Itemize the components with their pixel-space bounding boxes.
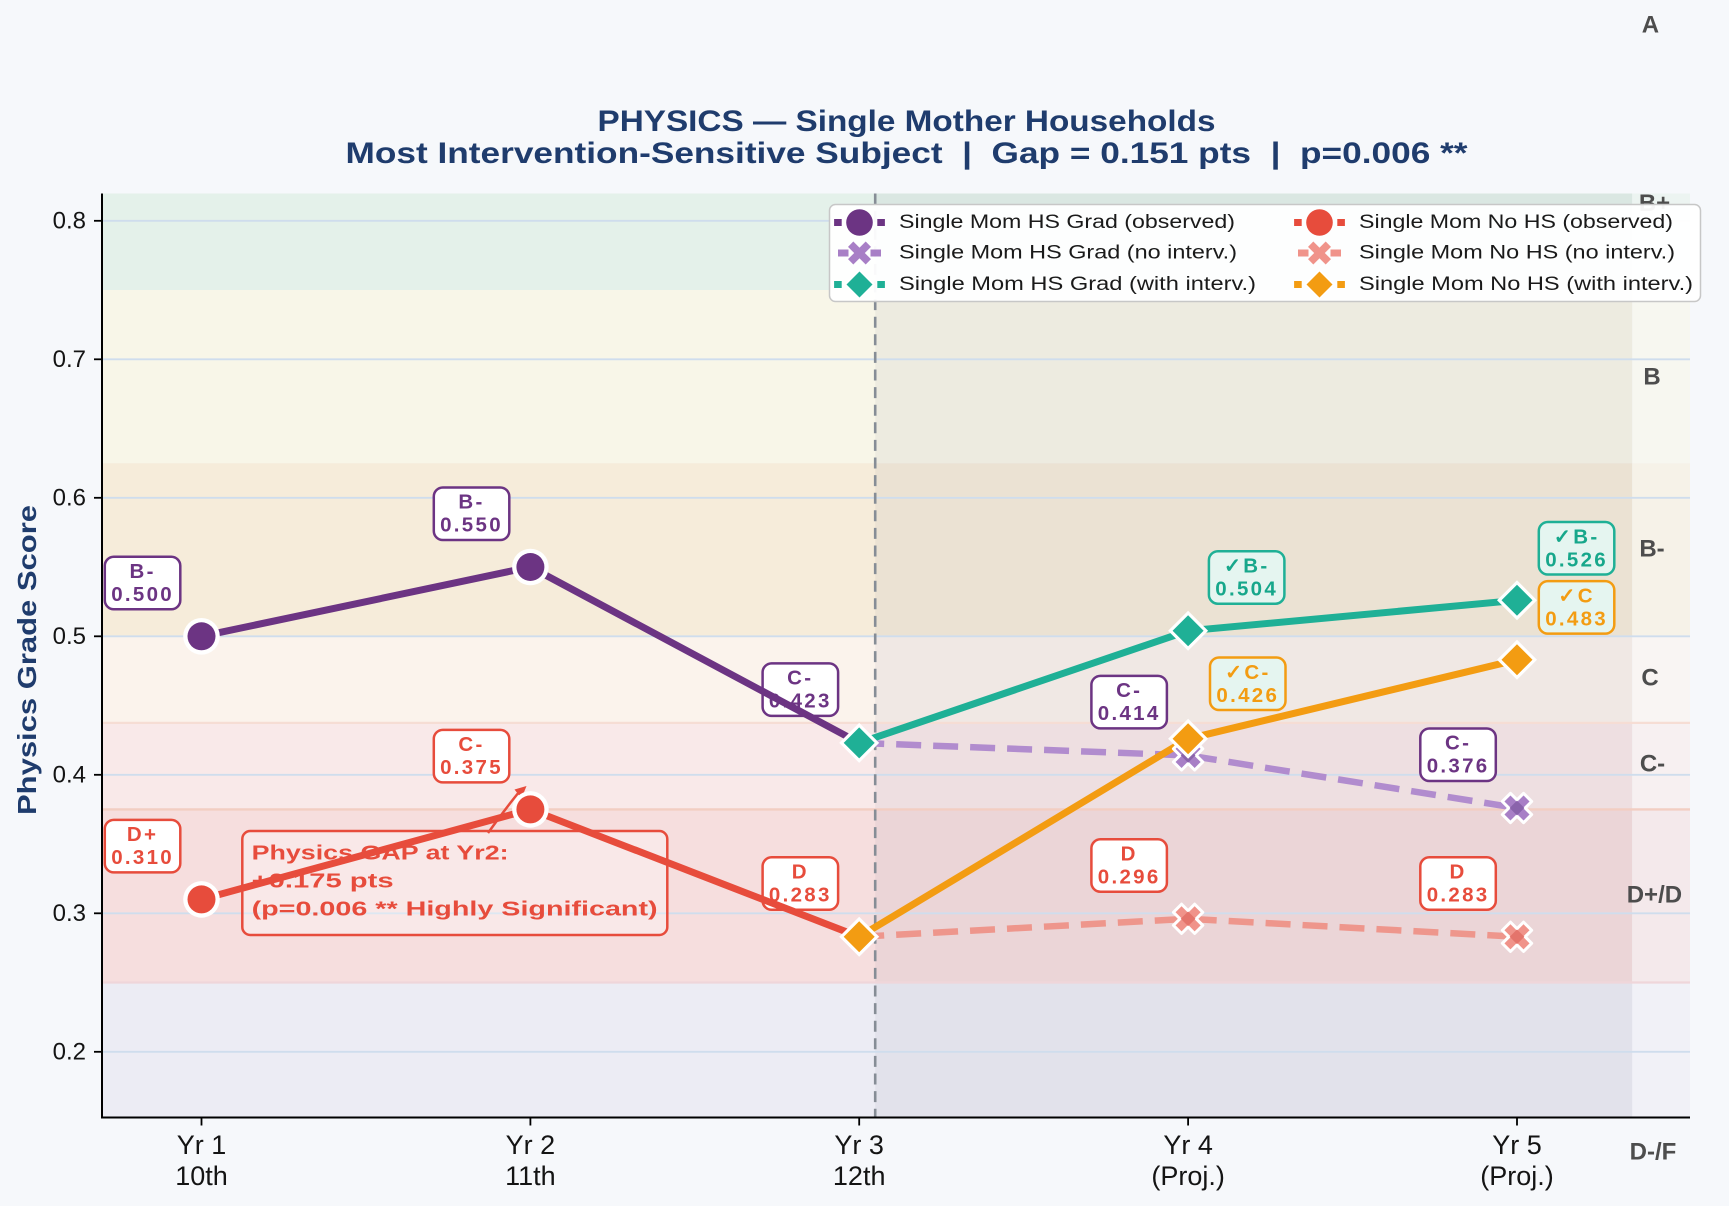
svg-text:11th: 11th xyxy=(505,1161,556,1191)
svg-text:C: C xyxy=(1641,665,1658,692)
svg-text:(Proj.): (Proj.) xyxy=(1151,1161,1225,1191)
svg-text:C-: C- xyxy=(787,667,813,690)
svg-text:0.550: 0.550 xyxy=(440,514,503,537)
svg-text:C-: C- xyxy=(1640,751,1665,778)
svg-text:Yr 1: Yr 1 xyxy=(177,1130,227,1160)
svg-text:Single Mom HS Grad (no interv.: Single Mom HS Grad (no interv.) xyxy=(899,243,1237,264)
svg-text:0.5: 0.5 xyxy=(53,623,86,650)
svg-text:0.283: 0.283 xyxy=(1427,884,1490,907)
svg-text:B-: B- xyxy=(1639,536,1664,563)
svg-text:0.414: 0.414 xyxy=(1098,702,1161,725)
svg-text:✓B-: ✓B- xyxy=(1554,525,1600,548)
svg-text:0.500: 0.500 xyxy=(111,583,174,606)
svg-text:0.6: 0.6 xyxy=(53,484,86,511)
svg-text:0.423: 0.423 xyxy=(769,690,832,713)
svg-text:0.504: 0.504 xyxy=(1215,578,1278,601)
svg-text:Single Mom No HS (observed): Single Mom No HS (observed) xyxy=(1359,212,1673,233)
svg-text:A: A xyxy=(1642,12,1659,39)
svg-text:PHYSICS — Single Mother Househ: PHYSICS — Single Mother Households xyxy=(598,105,1216,138)
svg-text:0.375: 0.375 xyxy=(440,756,503,779)
svg-text:0.426: 0.426 xyxy=(1216,684,1279,707)
svg-text:D+/D: D+/D xyxy=(1627,882,1682,909)
svg-text:Single Mom HS Grad (observed): Single Mom HS Grad (observed) xyxy=(899,212,1235,233)
svg-text:D: D xyxy=(1450,861,1467,884)
svg-text:12th: 12th xyxy=(833,1161,886,1191)
svg-text:D: D xyxy=(1121,843,1138,866)
svg-text:(p=0.006 ** Highly Significant: (p=0.006 ** Highly Significant) xyxy=(252,899,658,921)
svg-text:Yr 2: Yr 2 xyxy=(506,1130,556,1160)
svg-text:✓C: ✓C xyxy=(1558,584,1595,607)
svg-text:Yr 3: Yr 3 xyxy=(834,1130,884,1160)
svg-text:0.296: 0.296 xyxy=(1098,866,1161,889)
svg-text:10th: 10th xyxy=(175,1161,228,1191)
svg-text:0.8: 0.8 xyxy=(53,207,86,234)
svg-text:D: D xyxy=(792,861,809,884)
svg-text:0.2: 0.2 xyxy=(53,1038,86,1065)
svg-text:Single Mom No HS (no interv.): Single Mom No HS (no interv.) xyxy=(1359,243,1675,264)
svg-text:0.310: 0.310 xyxy=(111,846,174,869)
svg-text:0.283: 0.283 xyxy=(769,884,832,907)
svg-text:Single Mom No HS (with interv.: Single Mom No HS (with interv.) xyxy=(1359,274,1693,295)
svg-text:B-: B- xyxy=(129,560,155,583)
svg-text:Yr 4: Yr 4 xyxy=(1163,1130,1213,1160)
svg-text:0.4: 0.4 xyxy=(53,761,86,788)
svg-text:B-: B- xyxy=(458,491,484,514)
svg-text:C-: C- xyxy=(1116,679,1142,702)
svg-text:Yr 5: Yr 5 xyxy=(1492,1130,1542,1160)
svg-text:0.376: 0.376 xyxy=(1427,755,1490,778)
svg-text:B: B xyxy=(1643,364,1660,391)
svg-text:0.526: 0.526 xyxy=(1545,548,1608,571)
svg-text:Physics Grade Score: Physics Grade Score xyxy=(12,505,42,815)
svg-text:0.3: 0.3 xyxy=(53,900,86,927)
svg-text:C-: C- xyxy=(458,733,484,756)
svg-text:C-: C- xyxy=(1445,732,1471,755)
svg-text:Single Mom HS Grad (with inter: Single Mom HS Grad (with interv.) xyxy=(899,274,1256,295)
svg-text:✓B-: ✓B- xyxy=(1224,555,1270,578)
svg-text:D-/F: D-/F xyxy=(1630,1139,1677,1166)
svg-text:0.483: 0.483 xyxy=(1545,607,1608,630)
svg-text:✓C-: ✓C- xyxy=(1225,661,1271,684)
svg-text:Most Intervention-Sensitive Su: Most Intervention-Sensitive Subject | Ga… xyxy=(346,137,1468,170)
svg-text:0.7: 0.7 xyxy=(53,346,86,373)
svg-text:(Proj.): (Proj.) xyxy=(1480,1161,1554,1191)
svg-text:D+: D+ xyxy=(127,823,158,846)
